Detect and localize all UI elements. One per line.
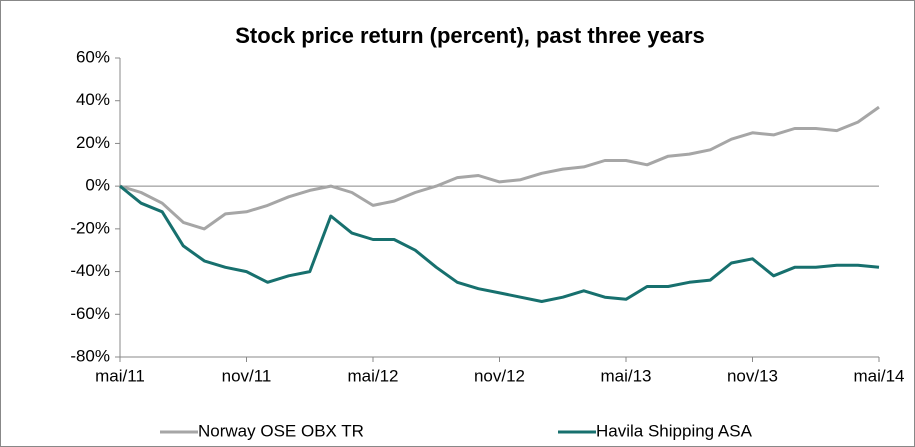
chart-title: Stock price return (percent), past three…: [235, 23, 705, 48]
legend-label: Norway OSE OBX TR: [198, 421, 364, 440]
y-tick-label: -20%: [70, 218, 110, 237]
y-tick-label: 40%: [76, 90, 110, 109]
series-line: [119, 184, 880, 303]
x-tick-label: nov/11: [222, 366, 272, 385]
y-tick-label: -40%: [70, 261, 110, 280]
x-tick-label: nov/13: [727, 366, 778, 385]
x-tick-label: mai/13: [600, 366, 651, 385]
x-tick-label: mai/14: [853, 366, 904, 385]
y-tick-label: 0%: [85, 176, 110, 195]
y-tick-label: 20%: [76, 133, 110, 152]
series-line: [119, 105, 880, 231]
legend-label: Havila Shipping ASA: [596, 421, 753, 440]
x-tick-label: mai/11: [95, 366, 145, 385]
y-tick-label: -60%: [70, 304, 110, 323]
y-tick-label: 60%: [76, 47, 110, 66]
x-tick-label: mai/12: [347, 366, 398, 385]
y-tick-label: -80%: [70, 346, 110, 365]
x-tick-label: nov/12: [474, 366, 525, 385]
